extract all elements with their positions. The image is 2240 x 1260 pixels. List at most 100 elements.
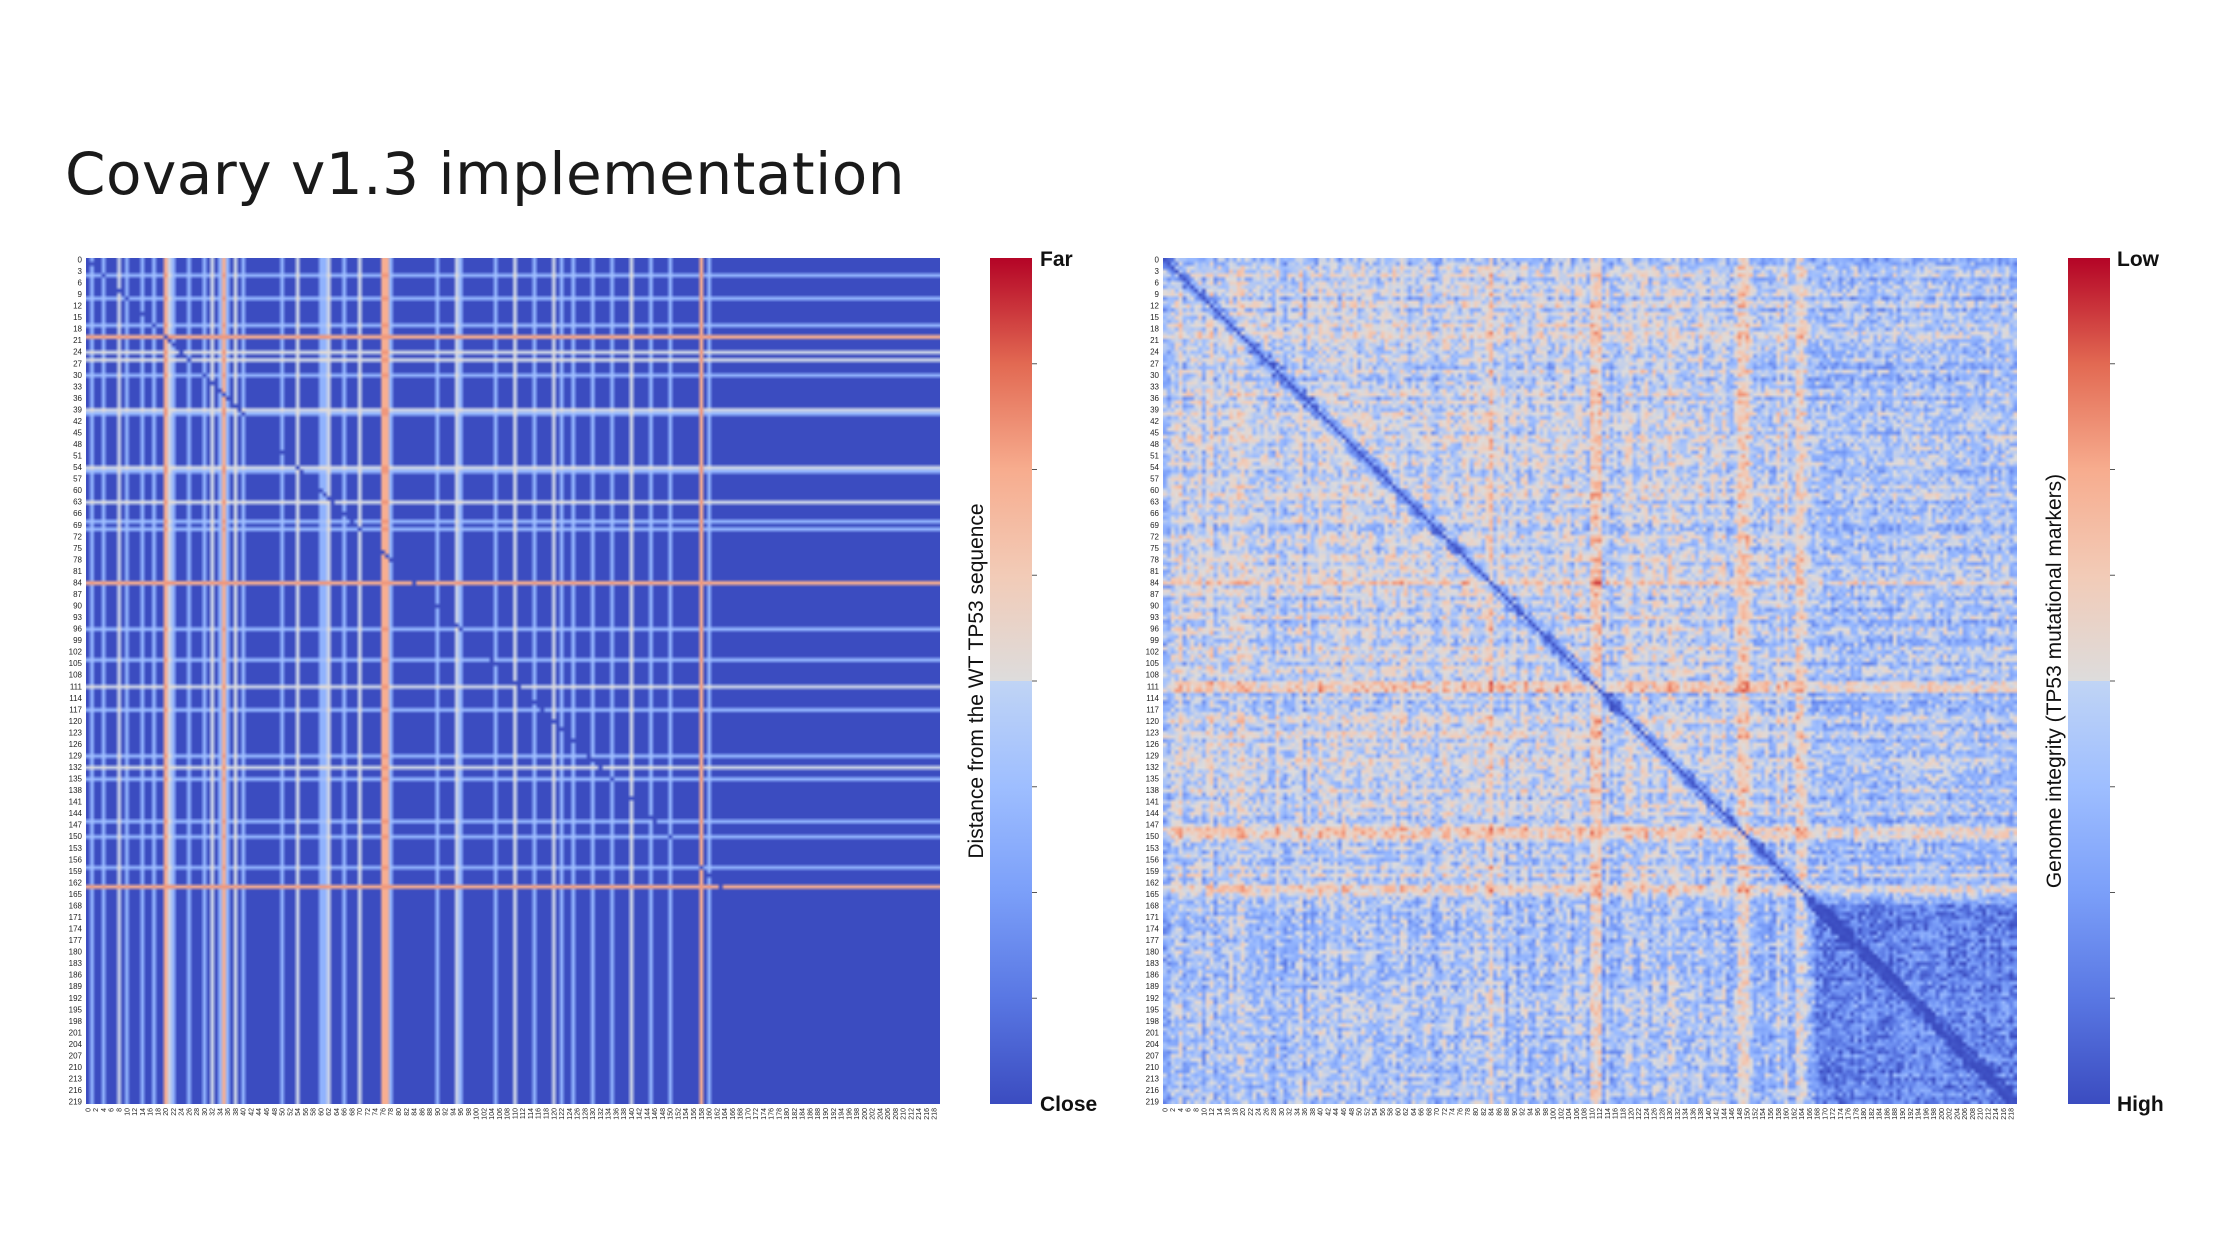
col-tick-label: 68	[1426, 1108, 1433, 1116]
col-tick-label: 108	[1582, 1108, 1589, 1120]
col-tick-label: 36	[225, 1108, 232, 1116]
col-tick-label: 12	[1209, 1108, 1216, 1116]
row-tick-label: 87	[1150, 590, 1159, 599]
row-tick-label: 6	[78, 278, 83, 287]
col-tick-label: 124	[567, 1108, 574, 1120]
col-tick-label: 206	[1962, 1108, 1969, 1120]
col-tick-label: 146	[652, 1108, 659, 1120]
row-tick-label: 219	[1146, 1098, 1160, 1107]
col-tick-label: 120	[551, 1108, 558, 1120]
col-tick-label: 140	[1706, 1108, 1713, 1120]
row-tick-label: 177	[1146, 936, 1160, 945]
col-tick-label: 6	[109, 1108, 116, 1112]
col-tick-label: 156	[1768, 1108, 1775, 1120]
col-tick-label: 134	[1683, 1108, 1690, 1120]
col-tick-label: 160	[1784, 1108, 1791, 1120]
col-tick-label: 30	[202, 1108, 209, 1116]
col-tick-label: 166	[730, 1108, 737, 1120]
col-tick-label: 98	[1543, 1108, 1550, 1116]
col-tick-label: 10	[1201, 1108, 1208, 1116]
row-tick-label: 51	[1150, 452, 1159, 461]
col-tick-label: 8	[116, 1108, 123, 1112]
col-tick-label: 180	[1861, 1108, 1868, 1120]
row-tick-label: 108	[69, 671, 83, 680]
row-tick-label: 114	[69, 694, 82, 703]
col-tick-label: 26	[1263, 1108, 1270, 1116]
row-tick-label: 3	[78, 267, 83, 276]
col-tick-label: 50	[280, 1108, 287, 1116]
col-tick-label: 62	[1403, 1108, 1410, 1116]
colorbar-1-gradient	[990, 258, 1032, 1104]
col-tick-label: 56	[303, 1108, 310, 1116]
row-tick-label: 63	[1150, 498, 1159, 507]
row-tick-label: 81	[1150, 567, 1159, 576]
row-tick-label: 0	[78, 255, 83, 264]
row-tick-label: 204	[69, 1040, 83, 1049]
row-tick-label: 24	[73, 348, 82, 357]
col-tick-label: 34	[217, 1108, 224, 1116]
row-tick-label: 114	[1146, 694, 1159, 703]
row-tick-label: 45	[1150, 428, 1159, 437]
col-tick-label: 62	[326, 1108, 333, 1116]
row-tick-label: 111	[1147, 682, 1160, 691]
row-tick-label: 195	[1146, 1005, 1160, 1014]
row-tick-label: 33	[73, 382, 82, 391]
col-tick-label: 104	[489, 1108, 496, 1120]
col-tick-label: 34	[1294, 1108, 1301, 1116]
col-tick-label: 212	[1985, 1108, 1992, 1120]
row-tick-label: 213	[69, 1075, 83, 1084]
col-tick-label: 106	[497, 1108, 504, 1120]
col-tick-label: 136	[613, 1108, 620, 1120]
row-tick-label: 219	[69, 1098, 83, 1107]
row-tick-label: 39	[73, 405, 82, 414]
col-tick-label: 174	[1838, 1108, 1845, 1120]
col-tick-label: 156	[691, 1108, 698, 1120]
colorbar-1: Far Close Distance from the WT TP53 sequ…	[965, 248, 1097, 1116]
col-tick-label: 68	[349, 1108, 356, 1116]
row-tick-label: 159	[69, 867, 83, 876]
row-tick-label: 12	[73, 302, 82, 311]
col-tick-label: 210	[1978, 1108, 1985, 1120]
row-tick-label: 45	[73, 428, 82, 437]
col-tick-label: 120	[1628, 1108, 1635, 1120]
col-tick-label: 116	[536, 1108, 543, 1119]
col-tick-label: 56	[1380, 1108, 1387, 1116]
col-tick-label: 28	[194, 1108, 201, 1116]
row-tick-label: 198	[1146, 1017, 1160, 1026]
row-tick-label: 84	[73, 578, 82, 587]
heatmap-2-col-ticks: 0 2 4 6 8 10 12 14 16 18 20 22 24 26 28 30 32 34 36 38 40 42 4…	[1162, 1108, 2015, 1120]
col-tick-label: 118	[1620, 1108, 1627, 1119]
col-tick-label: 168	[738, 1108, 745, 1120]
row-tick-label: 75	[1150, 544, 1159, 553]
row-tick-label: 6	[1155, 278, 1160, 287]
col-tick-label: 30	[1279, 1108, 1286, 1116]
row-tick-label: 144	[69, 809, 83, 818]
col-tick-label: 196	[1923, 1108, 1930, 1120]
row-tick-label: 39	[1150, 405, 1159, 414]
col-tick-label: 212	[908, 1108, 915, 1120]
col-tick-label: 64	[1411, 1108, 1418, 1116]
row-tick-label: 48	[1150, 440, 1159, 449]
row-tick-label: 69	[73, 521, 82, 530]
col-tick-label: 158	[1776, 1108, 1783, 1120]
row-tick-label: 174	[69, 925, 83, 934]
row-tick-label: 207	[1146, 1051, 1160, 1060]
col-tick-label: 204	[877, 1108, 884, 1120]
row-tick-label: 216	[69, 1086, 83, 1095]
col-tick-label: 112	[1597, 1108, 1604, 1119]
row-tick-label: 96	[1150, 625, 1159, 634]
col-tick-label: 214	[1993, 1108, 2000, 1120]
col-tick-label: 160	[707, 1108, 714, 1120]
row-tick-label: 36	[1150, 394, 1159, 403]
col-tick-label: 186	[807, 1108, 814, 1120]
col-tick-label: 174	[761, 1108, 768, 1120]
col-tick-label: 74	[1450, 1108, 1457, 1116]
col-tick-label: 70	[1434, 1108, 1441, 1116]
row-tick-label: 132	[69, 763, 83, 772]
col-tick-label: 0	[1162, 1108, 1169, 1112]
row-tick-label: 189	[69, 982, 83, 991]
row-tick-label: 141	[1146, 798, 1160, 807]
row-tick-label: 27	[73, 359, 82, 368]
col-tick-label: 20	[163, 1108, 170, 1116]
